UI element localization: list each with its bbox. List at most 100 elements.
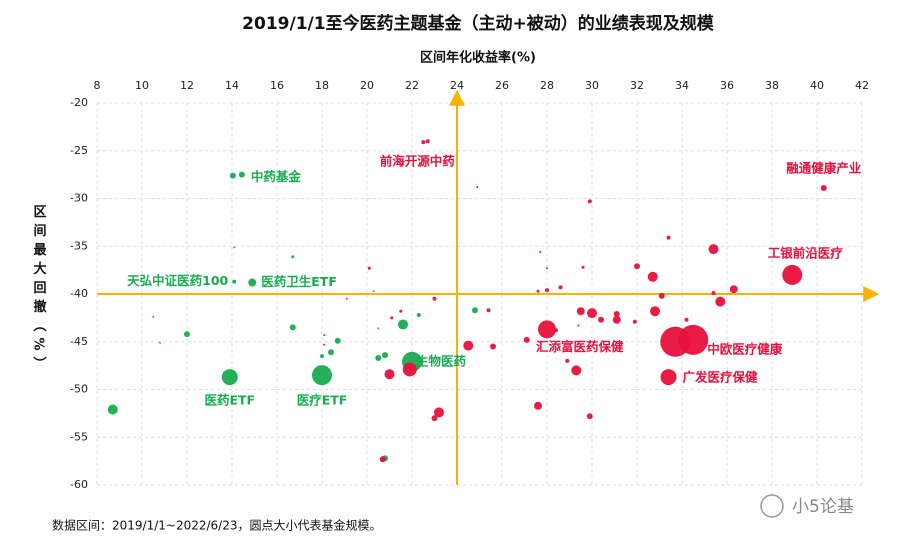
bubble	[634, 263, 640, 270]
chart-title: 2019/1/1至今医药主题基金（主动+被动）的业绩表现及规模	[242, 13, 715, 34]
bubble	[416, 313, 421, 318]
bubble	[463, 340, 474, 351]
bubble	[323, 334, 326, 337]
bubble	[577, 324, 580, 327]
x-tick-label: 26	[495, 79, 509, 92]
bubble	[715, 296, 726, 307]
bubble	[660, 369, 677, 386]
x-tick-label: 20	[360, 79, 374, 92]
x-tick-label: 40	[810, 79, 824, 92]
x-tick-label: 24	[450, 79, 464, 92]
bubble	[587, 308, 597, 319]
bubble	[367, 266, 371, 270]
x-tick-label: 14	[225, 79, 239, 92]
bubble	[632, 319, 637, 324]
bubble	[486, 308, 491, 313]
bubble	[334, 337, 341, 344]
x-tick-label: 10	[135, 79, 149, 92]
point-label: 生物医药	[416, 353, 467, 368]
point-label: 医药卫生ETF	[261, 274, 337, 289]
bubble	[708, 244, 719, 255]
bubble	[554, 328, 558, 333]
bubble	[729, 285, 738, 294]
bubble	[612, 315, 621, 324]
bubble	[650, 306, 660, 317]
bubble	[523, 336, 530, 343]
x-tick-label: 18	[315, 79, 329, 92]
bubble	[538, 320, 556, 339]
bubble	[586, 413, 593, 420]
bubble	[323, 343, 326, 346]
bubble	[390, 316, 394, 320]
bubble	[221, 369, 238, 386]
point-label: 前海开源中药	[380, 154, 456, 169]
bubble	[490, 343, 496, 350]
bubble	[345, 297, 348, 300]
footnote: 数据区间：2019/1/1~2022/6/23，圆点大小代表基金规模。	[52, 518, 381, 533]
point-label: 医药ETF	[204, 393, 255, 408]
x-tick-label: 30	[585, 79, 599, 92]
bubble	[232, 279, 237, 284]
bubble	[328, 349, 334, 356]
point-label: 广发医疗保健	[683, 370, 759, 385]
y-tick-label: -25	[70, 144, 88, 157]
y-tick-label: -55	[70, 430, 88, 443]
x-axis-label: 区间年化收益率(%)	[420, 50, 536, 66]
bubble	[398, 319, 408, 330]
bubble	[431, 415, 438, 422]
watermark: 小5论基	[760, 494, 854, 518]
bubble	[233, 246, 236, 249]
bubble	[379, 456, 386, 463]
bubble	[432, 296, 437, 301]
watermark-icon	[760, 494, 784, 518]
bubble	[565, 358, 570, 363]
bubble	[399, 309, 403, 313]
bubble	[536, 289, 540, 293]
y-tick-label: -40	[70, 287, 88, 300]
y-tick-label: -30	[70, 192, 88, 205]
bubble	[534, 401, 542, 410]
point-label: 中欧医疗健康	[707, 341, 783, 356]
bubble	[421, 140, 426, 145]
bubble	[229, 172, 236, 179]
point-label: 融通健康产业	[786, 160, 862, 175]
bubble	[425, 139, 430, 144]
bubble	[107, 404, 118, 415]
x-tick-label: 32	[630, 79, 644, 92]
bubble	[782, 264, 803, 285]
x-tick-label: 16	[270, 79, 284, 92]
bubble	[581, 265, 585, 269]
bubble	[312, 365, 332, 386]
x-tick-label: 36	[720, 79, 734, 92]
x-tick-label: 34	[675, 79, 689, 92]
bubble	[152, 315, 155, 318]
x-tick-label: 42	[855, 79, 869, 92]
x-tick-label: 28	[540, 79, 554, 92]
bubble	[320, 354, 324, 359]
bubble	[472, 307, 478, 314]
bubble	[384, 369, 395, 380]
point-label: 医疗ETF	[297, 393, 348, 408]
plot-area: 8 10 12 14 16 18 20 22 24 26 28 30 32 34 36 38 40 42 -60 -5…	[70, 79, 880, 491]
bubble	[820, 184, 827, 191]
bubble	[375, 354, 382, 361]
bubble	[660, 326, 691, 357]
bubble	[587, 199, 592, 204]
x-tick-label: 22	[405, 79, 419, 92]
bubble	[238, 171, 245, 178]
bubble	[159, 341, 161, 344]
x-tick-label: 12	[180, 79, 194, 92]
y-tick-label: -45	[70, 335, 88, 348]
bubble	[377, 327, 380, 330]
y-axis-label: 区间最大回撤（%）	[31, 204, 48, 375]
bubble	[248, 278, 257, 287]
bubble	[711, 291, 716, 296]
bubble	[684, 317, 689, 322]
y-tick-label: -35	[70, 239, 88, 252]
point-label: 工银前沿医疗	[768, 245, 844, 260]
y-tick-label: -20	[70, 96, 88, 109]
bubble	[184, 331, 190, 338]
bubble	[402, 362, 417, 377]
point-label: 天弘中证医药100	[127, 273, 228, 288]
